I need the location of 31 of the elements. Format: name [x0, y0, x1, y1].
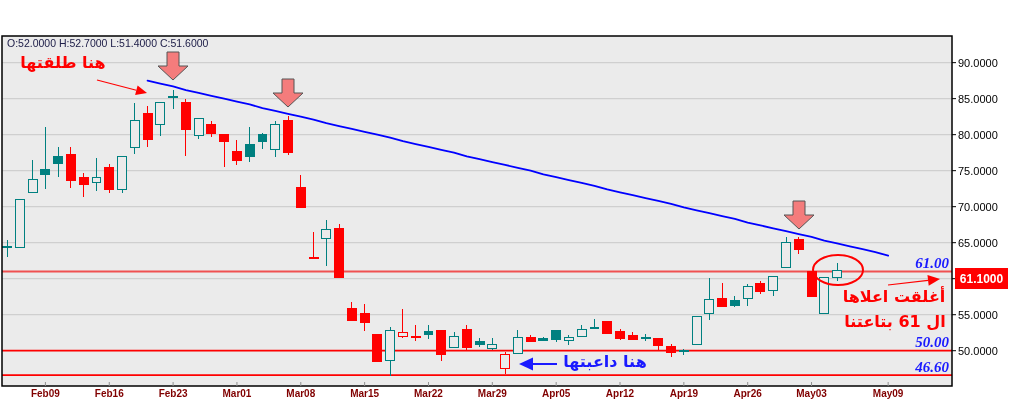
ref-line-label: 46.60 — [915, 358, 949, 375]
y-tick-label: 90.0000 — [958, 56, 998, 69]
x-tick-label: Mar22 — [414, 388, 443, 399]
annotation: هنا داعبتها — [563, 352, 647, 371]
y-tick-label: 75.0000 — [958, 164, 998, 177]
x-tick-label: Mar29 — [477, 388, 507, 399]
x-tick-label: Apr19 — [669, 388, 699, 399]
y-tick-label: 65.0000 — [958, 236, 998, 249]
ref-line-label: 61.00 — [915, 255, 949, 271]
x-tick-label: Feb23 — [158, 388, 188, 399]
annotation: O:52.0000 H:52.7000 L:51.4000 C:51.6000 — [7, 37, 209, 49]
annotation: 61.1000 — [955, 268, 1008, 289]
y-tick-label: 80.0000 — [958, 128, 998, 141]
x-tick-label: Feb09 — [30, 388, 60, 399]
ref-line-label: 50.00 — [915, 334, 949, 351]
annotation: ال 61 بتاعتنا — [844, 312, 946, 331]
y-tick-label: 50.0000 — [958, 344, 998, 357]
x-tick-label: Apr12 — [605, 388, 635, 399]
x-tick-label: Mar01 — [222, 388, 252, 399]
x-tick-label: Apr05 — [542, 388, 571, 399]
x-tick-label: May03 — [796, 388, 827, 399]
x-tick-label: May09 — [872, 388, 904, 399]
y-tick-label: 55.0000 — [958, 308, 998, 321]
annotation: هنا طلقتها — [20, 53, 106, 72]
x-tick-label: Mar08 — [286, 388, 316, 399]
x-tick-label: Feb16 — [94, 388, 124, 399]
x-tick-label: Mar15 — [350, 388, 380, 399]
x-tick-label: Apr26 — [733, 388, 762, 399]
annotation: أغلقت اعلاها — [842, 287, 946, 306]
y-tick-label: 70.0000 — [958, 200, 998, 213]
y-tick-label: 85.0000 — [958, 92, 998, 105]
